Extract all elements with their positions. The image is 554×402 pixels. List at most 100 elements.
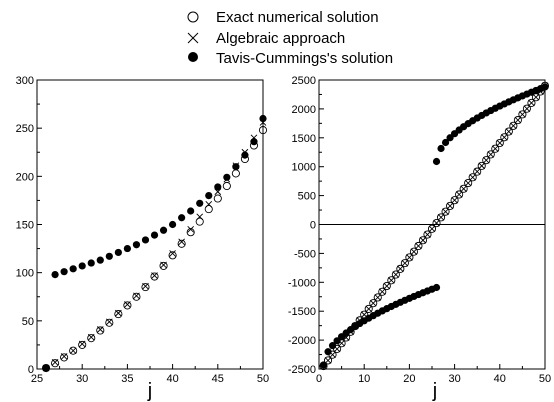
data-point	[105, 252, 113, 260]
data-point	[387, 276, 396, 285]
data-point	[378, 287, 387, 296]
filled-circle-marker-icon	[188, 52, 198, 62]
x-tick-label: 25	[31, 373, 43, 385]
data-point	[432, 219, 441, 228]
data-point	[78, 262, 86, 270]
left-chart: 25 30 35 40 45 50 0 50 100 150 200 250 300 j	[16, 75, 269, 402]
data-point	[177, 239, 186, 248]
data-point	[87, 259, 95, 267]
y-tick-label: 250	[16, 123, 34, 135]
x-tick-label: 50	[539, 373, 551, 385]
data-point	[231, 169, 240, 178]
data-point	[464, 179, 472, 187]
y-tick-label: 200	[16, 171, 34, 183]
data-point	[469, 173, 476, 181]
x-tick-label: 40	[494, 373, 506, 385]
y-tick-label: 0	[28, 364, 34, 376]
data-point	[410, 248, 418, 256]
data-point	[324, 348, 332, 356]
data-point	[60, 353, 69, 362]
data-point	[433, 219, 440, 227]
data-point	[541, 83, 549, 91]
data-point	[441, 138, 450, 147]
data-point	[115, 309, 122, 317]
data-point	[464, 178, 473, 188]
data-point	[518, 110, 527, 119]
data-point	[478, 162, 486, 170]
data-point	[364, 304, 373, 313]
data-point	[222, 181, 231, 191]
data-point	[69, 346, 78, 355]
data-point	[150, 231, 159, 239]
series-cross	[42, 119, 267, 372]
data-point	[446, 202, 454, 210]
data-point	[258, 126, 268, 135]
data-point	[196, 199, 204, 207]
data-point	[87, 333, 95, 341]
y-tick-label: -500	[294, 248, 316, 260]
data-point	[397, 265, 404, 273]
legend-label-algebraic: Algebraic approach	[216, 30, 345, 47]
right-axes: 0 10 20 30 40 50 -2500 -2000 -1500 -1000 -500 0 500 1…	[288, 75, 551, 385]
data-point	[123, 244, 131, 253]
data-point	[406, 254, 413, 261]
data-point	[186, 228, 195, 237]
legend-entry-algebraic: Algebraic approach	[187, 30, 345, 47]
y-tick-label: -1000	[288, 277, 316, 289]
data-point	[132, 292, 141, 301]
data-point	[487, 151, 495, 158]
data-point	[51, 359, 60, 368]
data-point	[51, 358, 59, 366]
data-point	[450, 196, 459, 205]
data-point	[213, 194, 222, 203]
data-point	[169, 220, 177, 229]
y-tick-label: 150	[16, 220, 34, 232]
data-point	[388, 276, 395, 284]
data-point	[178, 214, 186, 222]
data-point	[69, 265, 77, 273]
data-point	[150, 272, 159, 281]
data-point	[60, 268, 68, 276]
data-point	[523, 105, 531, 112]
data-point	[382, 281, 391, 291]
data-point	[392, 271, 400, 278]
data-point	[187, 225, 194, 233]
data-point	[424, 231, 431, 238]
data-point	[159, 226, 168, 234]
data-point	[223, 173, 231, 181]
data-point	[69, 347, 77, 355]
data-point	[159, 261, 168, 270]
data-point	[133, 292, 140, 300]
data-point	[401, 259, 409, 267]
data-point	[51, 270, 59, 279]
data-point	[169, 250, 176, 257]
series-filled-circle	[42, 114, 267, 372]
data-point	[132, 241, 141, 249]
data-point	[437, 214, 445, 221]
data-point	[473, 168, 481, 175]
data-point	[378, 288, 386, 296]
data-point	[195, 217, 204, 226]
data-point	[428, 225, 436, 233]
data-point	[214, 183, 222, 191]
data-point	[114, 248, 122, 257]
left-axes: 25 30 35 40 45 50 0 50 100 150 200 250 300	[16, 75, 269, 385]
x-tick-label: 45	[212, 373, 224, 385]
legend-entry-exact: Exact numerical solution	[187, 9, 379, 26]
data-point	[323, 356, 333, 365]
data-point	[106, 318, 113, 326]
data-point	[423, 230, 432, 239]
data-point	[477, 161, 486, 170]
y-tick-label: -2500	[288, 364, 316, 376]
data-point	[451, 196, 458, 204]
data-point	[486, 150, 495, 159]
data-point	[78, 340, 87, 349]
data-point	[437, 144, 445, 153]
series-filled-circle	[319, 83, 549, 369]
data-point	[141, 236, 150, 244]
data-point	[142, 282, 149, 290]
data-point	[504, 127, 513, 136]
data-point	[96, 326, 104, 333]
y-tick-label: 2000	[292, 104, 316, 116]
